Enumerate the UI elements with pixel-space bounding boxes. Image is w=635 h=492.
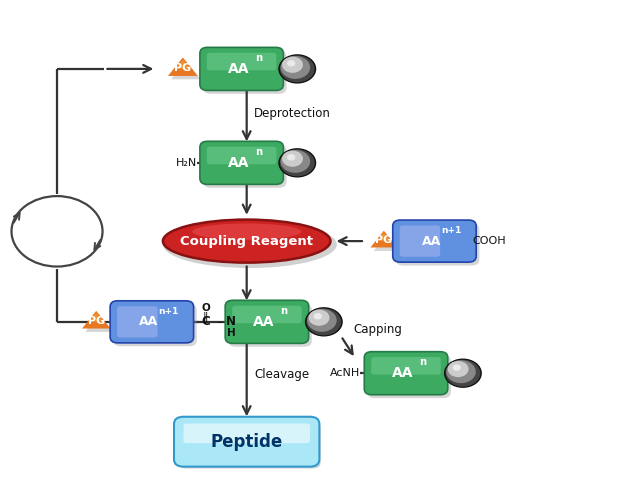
- Text: Peptide: Peptide: [211, 432, 283, 451]
- Circle shape: [278, 54, 316, 84]
- Circle shape: [280, 150, 315, 176]
- Polygon shape: [175, 60, 190, 69]
- Text: PG: PG: [174, 63, 192, 73]
- Circle shape: [282, 151, 303, 167]
- FancyBboxPatch shape: [207, 53, 276, 70]
- FancyBboxPatch shape: [229, 304, 312, 347]
- Text: Coupling Reagent: Coupling Reagent: [180, 235, 313, 247]
- Text: –: –: [217, 317, 222, 327]
- Circle shape: [280, 56, 315, 82]
- Text: COOH: COOH: [472, 236, 506, 246]
- Text: AA: AA: [139, 315, 158, 328]
- Polygon shape: [85, 314, 114, 332]
- FancyBboxPatch shape: [110, 301, 194, 343]
- Circle shape: [278, 148, 316, 178]
- FancyBboxPatch shape: [371, 357, 441, 375]
- FancyBboxPatch shape: [203, 145, 286, 188]
- Circle shape: [314, 313, 322, 319]
- Ellipse shape: [163, 221, 337, 268]
- Circle shape: [444, 359, 482, 388]
- Circle shape: [309, 309, 330, 326]
- Circle shape: [305, 307, 343, 337]
- Text: n: n: [420, 357, 427, 368]
- FancyBboxPatch shape: [368, 355, 451, 398]
- Text: Cleavage: Cleavage: [254, 368, 309, 381]
- Polygon shape: [89, 313, 104, 322]
- Text: AA: AA: [422, 235, 441, 247]
- Ellipse shape: [192, 223, 301, 240]
- FancyBboxPatch shape: [174, 417, 319, 466]
- FancyBboxPatch shape: [396, 223, 479, 266]
- Circle shape: [287, 60, 295, 66]
- Text: n: n: [255, 147, 262, 157]
- Text: ‖: ‖: [203, 312, 208, 322]
- Polygon shape: [377, 233, 391, 241]
- FancyBboxPatch shape: [113, 304, 197, 346]
- Polygon shape: [82, 311, 110, 329]
- Text: H: H: [227, 328, 235, 338]
- FancyBboxPatch shape: [207, 147, 276, 164]
- FancyBboxPatch shape: [225, 300, 309, 343]
- Text: n: n: [281, 306, 288, 316]
- Polygon shape: [373, 234, 401, 251]
- Circle shape: [448, 361, 469, 377]
- Text: Deprotection: Deprotection: [254, 107, 331, 120]
- Text: H₂N: H₂N: [176, 158, 197, 168]
- Text: n: n: [255, 53, 262, 63]
- FancyBboxPatch shape: [117, 306, 157, 338]
- FancyBboxPatch shape: [232, 306, 302, 323]
- Circle shape: [281, 150, 310, 173]
- Circle shape: [307, 309, 337, 332]
- Text: AA: AA: [228, 156, 249, 170]
- Polygon shape: [171, 61, 201, 79]
- Text: C: C: [201, 315, 210, 328]
- FancyBboxPatch shape: [184, 424, 310, 443]
- Polygon shape: [168, 58, 197, 76]
- Circle shape: [282, 57, 303, 73]
- Circle shape: [453, 365, 461, 371]
- Text: Capping: Capping: [353, 323, 402, 336]
- Text: AA: AA: [392, 366, 413, 380]
- Text: n+1: n+1: [159, 307, 179, 315]
- Text: AA: AA: [228, 62, 249, 76]
- FancyBboxPatch shape: [200, 141, 283, 184]
- Text: N: N: [226, 315, 236, 328]
- FancyBboxPatch shape: [179, 422, 321, 468]
- FancyBboxPatch shape: [200, 47, 283, 91]
- Polygon shape: [370, 231, 398, 247]
- Circle shape: [446, 360, 476, 383]
- Circle shape: [446, 360, 480, 387]
- Text: PG: PG: [88, 316, 105, 326]
- Text: O: O: [201, 303, 210, 313]
- FancyBboxPatch shape: [203, 51, 286, 94]
- Circle shape: [287, 154, 295, 160]
- Circle shape: [281, 56, 310, 79]
- Ellipse shape: [163, 219, 330, 263]
- FancyBboxPatch shape: [364, 352, 448, 395]
- FancyBboxPatch shape: [399, 225, 440, 257]
- Text: n+1: n+1: [441, 226, 462, 235]
- Text: AcNH: AcNH: [330, 368, 361, 378]
- FancyBboxPatch shape: [392, 220, 476, 262]
- Text: AA: AA: [253, 315, 274, 329]
- Text: PG: PG: [375, 235, 392, 245]
- Circle shape: [306, 308, 341, 336]
